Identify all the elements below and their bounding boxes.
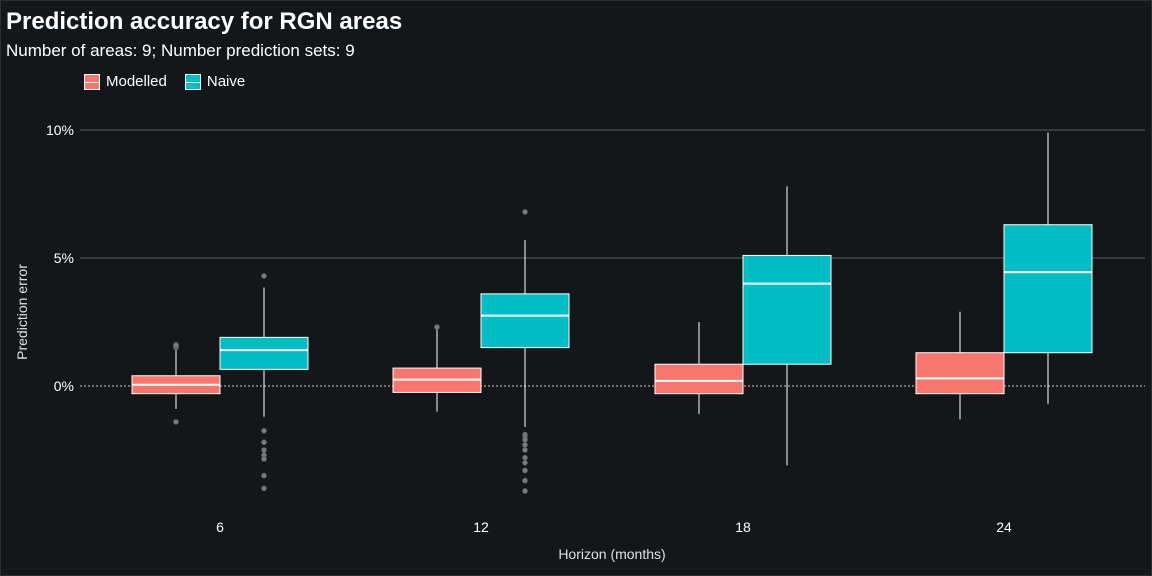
chart-subtitle: Number of areas: 9; Number prediction se… — [6, 41, 355, 60]
y-tick-label: 0% — [54, 378, 74, 394]
legend-label-naive: Naive — [206, 73, 246, 90]
outlier-point — [434, 324, 440, 330]
outlier-point — [522, 477, 528, 484]
outlier-point — [261, 447, 267, 453]
outlier-point — [522, 442, 528, 448]
legend-label-modelled: Modelled — [106, 73, 167, 90]
outlier-point — [261, 439, 267, 446]
x-tick-label: 6 — [216, 519, 224, 535]
outlier-point — [261, 472, 267, 479]
y-tick-label: 10% — [46, 122, 74, 138]
outlier-point — [522, 447, 528, 453]
outlier-point — [173, 419, 179, 425]
box-naive — [1003, 224, 1093, 354]
box-naive — [742, 254, 832, 365]
outlier-point — [522, 454, 528, 461]
outlier-point — [261, 273, 267, 279]
legend-key-modelled — [84, 73, 100, 90]
chart-title: Prediction accuracy for RGN areas — [6, 8, 403, 35]
y-tick-label: 5% — [54, 250, 74, 266]
x-axis-label: Horizon (months) — [558, 546, 666, 562]
x-tick-label: 12 — [473, 519, 489, 535]
legend-item-naive: Naive — [184, 73, 246, 90]
y-axis-label: Prediction error — [14, 264, 30, 360]
legend-item-modelled: Modelled — [84, 73, 167, 90]
x-tick-label: 18 — [735, 519, 751, 535]
x-tick-label: 24 — [996, 519, 1012, 535]
legend-key-naive — [184, 73, 201, 90]
box-naive — [480, 293, 570, 349]
outlier-point — [522, 467, 528, 474]
box-modelled — [915, 352, 1005, 395]
box-naive — [219, 336, 309, 370]
box-modelled — [654, 363, 744, 395]
legend: Modelled Naive — [84, 73, 263, 90]
outlier-point — [522, 436, 528, 443]
outlier-point — [261, 456, 267, 462]
outlier-point — [261, 485, 267, 492]
outlier-point — [522, 488, 528, 494]
outlier-point — [522, 209, 528, 215]
outlier-point — [522, 459, 528, 466]
outlier-point — [261, 427, 267, 434]
outlier-point — [173, 342, 179, 348]
